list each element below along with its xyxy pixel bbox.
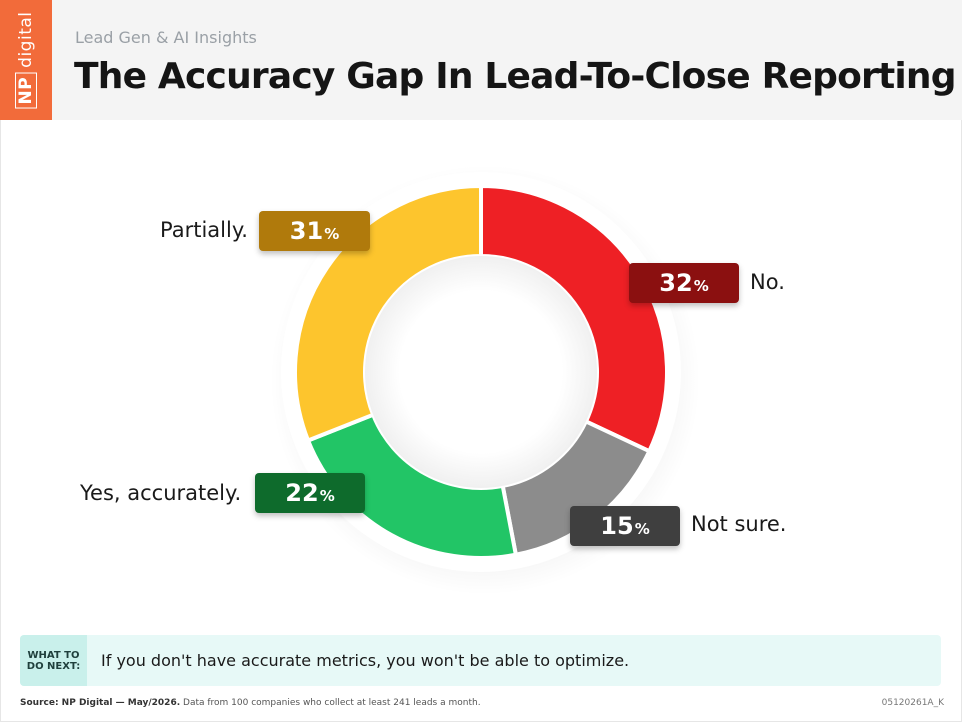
page-subtitle: Lead Gen & AI Insights: [75, 28, 257, 47]
what-to-do-next-box: WHAT TO DO NEXT: If you don't have accura…: [20, 635, 941, 686]
slice-label-partially: Partially.: [160, 218, 248, 242]
slice-value-not-sure: 15: [600, 512, 634, 540]
slice-pct-no: %: [693, 277, 709, 295]
slice-badge-no: 32%: [629, 263, 739, 303]
slice-label-no: No.: [750, 270, 785, 294]
slice-badge-not-sure: 15%: [570, 506, 680, 546]
next-tag-line2: DO NEXT:: [26, 660, 81, 672]
donut-chart: [270, 165, 700, 595]
donut-hole: [365, 256, 597, 488]
slice-pct-not-sure: %: [634, 520, 650, 538]
slice-pct-yes: %: [319, 487, 335, 505]
slice-value-yes: 22: [285, 479, 319, 507]
page-title: The Accuracy Gap In Lead-To-Close Report…: [74, 56, 957, 97]
slice-label-not-sure: Not sure.: [691, 512, 787, 536]
source-note: Source: NP Digital — May/2026. Data from…: [20, 698, 481, 708]
slice-pct-partially: %: [324, 225, 340, 243]
slice-value-partially: 31: [289, 217, 324, 245]
source-label: Source: NP Digital — May/2026.: [20, 698, 181, 708]
next-tag-line1: WHAT TO: [27, 649, 80, 661]
document-code: 05120261A_K: [881, 698, 944, 708]
what-to-do-next-tag: WHAT TO DO NEXT:: [20, 635, 87, 686]
source-text: Data from 100 companies who collect at l…: [183, 698, 481, 708]
brand-logo-text: NP digital: [15, 11, 37, 109]
what-to-do-next-text: If you don't have accurate metrics, you …: [101, 651, 630, 670]
slice-value-no: 32: [659, 269, 693, 297]
brand-digital: digital: [16, 11, 36, 68]
brand-np: NP: [15, 72, 37, 109]
slice-badge-partially: 31%: [259, 211, 370, 251]
brand-logo: NP digital: [0, 0, 52, 120]
header: NP digital Lead Gen & AI Insights The Acc…: [0, 0, 962, 120]
slice-badge-yes: 22%: [255, 473, 365, 513]
slice-label-yes: Yes, accurately.: [80, 481, 242, 505]
